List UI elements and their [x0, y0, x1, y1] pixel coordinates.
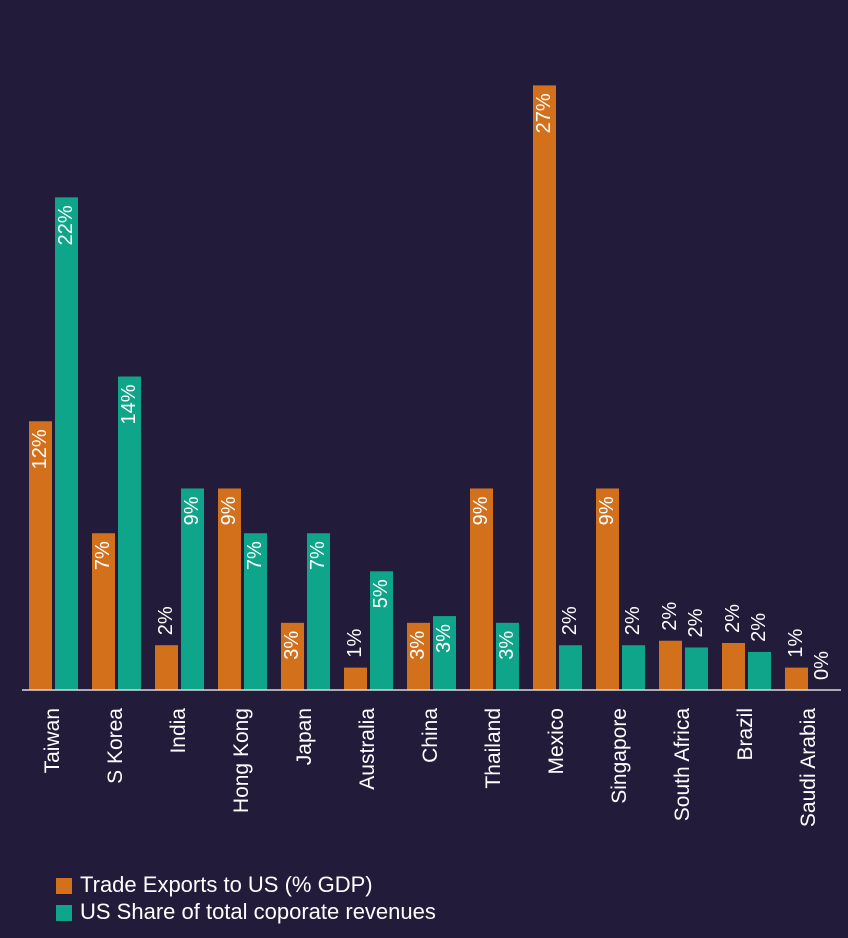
data-label: 7% [92, 541, 114, 570]
x-tick-label: Australia [356, 708, 379, 790]
legend-swatch [56, 905, 72, 921]
data-label: 27% [533, 93, 555, 133]
x-tick-label: Saudi Arabia [797, 708, 820, 827]
x-tick-label: Thailand [482, 708, 505, 789]
data-label: 5% [370, 579, 392, 608]
data-label: 9% [470, 496, 492, 525]
bar [155, 645, 178, 690]
data-label: 2% [622, 606, 644, 635]
bar [244, 533, 267, 690]
data-label: 0% [811, 651, 833, 680]
bar [596, 488, 619, 690]
x-tick-label: Taiwan [41, 708, 64, 773]
x-tick-label: Japan [293, 708, 316, 765]
data-label: 2% [559, 606, 581, 635]
x-tick-label: S Korea [104, 708, 127, 784]
data-label: 9% [218, 496, 240, 525]
data-label: 1% [344, 628, 366, 657]
data-label: 2% [155, 606, 177, 635]
x-tick-label: South Africa [671, 708, 694, 822]
data-label: 3% [496, 631, 518, 660]
bar [722, 642, 745, 690]
bar [659, 640, 682, 690]
bar [622, 645, 645, 690]
x-tick-label: China [419, 708, 442, 763]
bar [559, 645, 582, 690]
bar [281, 622, 304, 690]
bar [407, 622, 430, 690]
bar [307, 533, 330, 690]
data-label: 14% [118, 384, 140, 424]
data-label: 2% [659, 602, 681, 631]
x-tick-label: Singapore [608, 708, 631, 804]
bar [370, 571, 393, 690]
data-label: 22% [55, 205, 77, 245]
x-tick-label: Brazil [734, 708, 757, 761]
bar [533, 85, 556, 690]
bar [29, 421, 52, 690]
bar [748, 651, 771, 690]
data-label: 2% [722, 604, 744, 633]
legend-label: US Share of total coporate revenues [80, 899, 436, 924]
data-label: 12% [29, 429, 51, 469]
data-label: 2% [748, 613, 770, 642]
bar [470, 488, 493, 690]
data-label: 3% [433, 624, 455, 653]
data-label: 7% [307, 541, 329, 570]
data-label: 3% [281, 631, 303, 660]
data-label: 3% [407, 631, 429, 660]
bar [118, 376, 141, 690]
data-label: 9% [596, 496, 618, 525]
bar [181, 488, 204, 690]
bar [433, 616, 456, 690]
bar [55, 197, 78, 690]
x-tick-label: Hong Kong [230, 708, 253, 813]
bar [685, 647, 708, 690]
bar [92, 533, 115, 690]
legend-swatch [56, 878, 72, 894]
data-label: 1% [785, 628, 807, 657]
bar [218, 488, 241, 690]
legend-label: Trade Exports to US (% GDP) [80, 872, 373, 897]
bar [785, 667, 808, 690]
bar [496, 622, 519, 690]
data-label: 2% [685, 608, 707, 637]
x-tick-label: Mexico [545, 708, 568, 775]
bar [344, 667, 367, 690]
data-label: 9% [181, 496, 203, 525]
data-label: 7% [244, 541, 266, 570]
x-tick-label: India [167, 708, 190, 754]
